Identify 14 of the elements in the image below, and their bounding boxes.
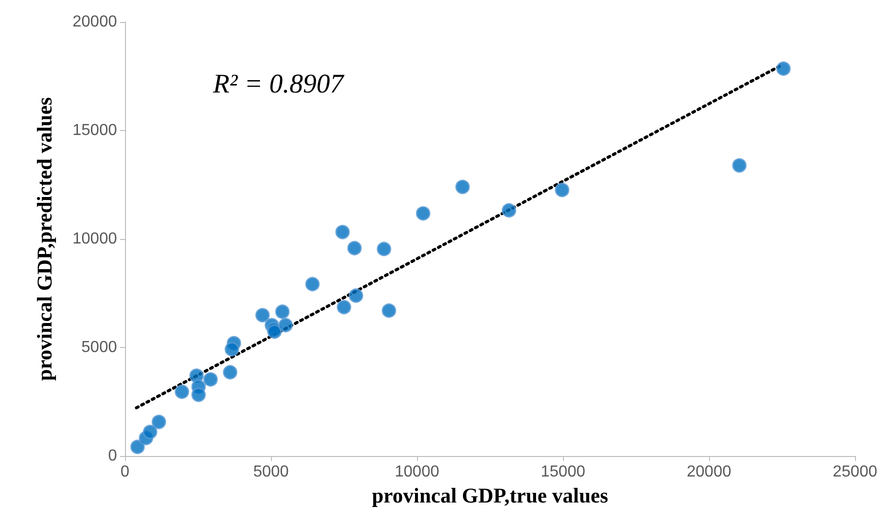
x-tick-label: 5000 [253,464,289,480]
x-tick-label: 10000 [394,464,440,480]
x-tick-label: 20000 [686,464,732,480]
x-tick-label: 15000 [540,464,586,480]
y-tick-label: 20000 [72,14,118,30]
x-tick-label: 25000 [832,464,878,480]
y-tick-label: 0 [108,448,118,464]
y-tick-label: 5000 [81,339,118,356]
y-axis-title: provincal GDP,predicted values [32,97,56,381]
y-tick-label: 15000 [72,122,118,139]
y-tick-label: 10000 [72,230,118,248]
x-tick-label: 0 [120,464,130,480]
x-axis-title: provincal GDP,true values [372,483,608,508]
annotation: R² = 0.8907 [212,68,346,98]
